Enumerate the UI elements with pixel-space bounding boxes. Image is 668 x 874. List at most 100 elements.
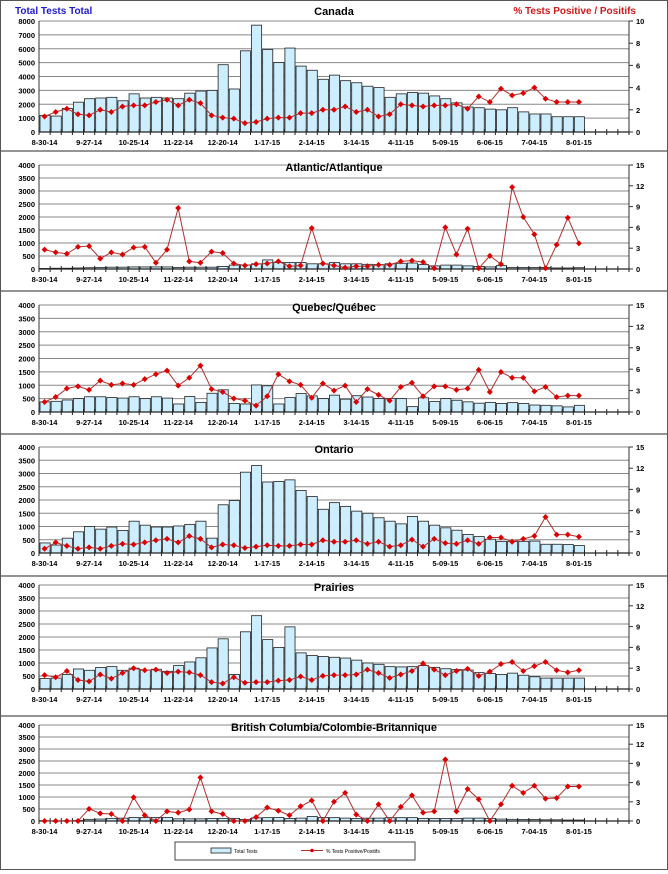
bar: [40, 679, 50, 689]
left-tick-label: 1500: [18, 368, 35, 377]
x-tick-label: 8-30-14: [32, 275, 59, 284]
line-marker: [186, 806, 192, 812]
bar: [196, 402, 206, 412]
line-marker: [309, 798, 315, 804]
line-marker: [64, 818, 70, 824]
line-marker: [453, 251, 459, 257]
x-tick-label: 12-20-14: [208, 827, 239, 836]
line-marker: [576, 667, 582, 673]
left-tick-label: 500: [22, 395, 35, 404]
bar: [252, 616, 262, 689]
line-marker: [42, 247, 48, 253]
right-axis-header: % Tests Positive / Positifs: [513, 6, 636, 17]
bar: [162, 98, 172, 132]
bar: [552, 406, 562, 412]
bar: [574, 405, 584, 412]
bar: [296, 394, 306, 412]
bar: [329, 503, 339, 553]
bar: [307, 655, 317, 689]
line-marker: [142, 376, 148, 382]
bar: [541, 405, 551, 412]
line-marker: [119, 251, 125, 257]
bar: [530, 114, 540, 132]
line-marker: [209, 386, 215, 392]
bar: [541, 114, 551, 132]
line-marker: [442, 383, 448, 389]
bar: [452, 400, 462, 412]
left-tick-label: 8000: [18, 17, 35, 26]
x-tick-label: 10-25-14: [119, 695, 150, 704]
right-tick-label: 10: [636, 17, 644, 26]
bar: [530, 541, 540, 553]
legend-line-label: % Tests Positive/Positifs: [326, 849, 380, 855]
bar: [485, 539, 495, 553]
bar: [62, 400, 72, 412]
x-tick-label: 12-20-14: [208, 559, 239, 568]
line-marker: [197, 774, 203, 780]
x-tick-label: 7-04-15: [521, 418, 547, 427]
line-marker: [543, 514, 549, 520]
bar: [207, 90, 217, 132]
x-tick-label: 5-09-15: [432, 138, 458, 147]
bar: [174, 526, 184, 553]
bar: [541, 544, 551, 553]
bar: [363, 513, 373, 553]
line-marker: [42, 818, 48, 824]
x-tick-label: 8-01-15: [566, 695, 592, 704]
line-marker: [353, 812, 359, 818]
left-tick-label: 0: [31, 685, 35, 694]
left-tick-label: 3500: [18, 456, 35, 465]
line-marker: [142, 244, 148, 250]
bar: [229, 89, 239, 132]
line-marker: [509, 783, 515, 789]
right-tick-label: 6: [636, 365, 640, 374]
bar: [162, 398, 172, 412]
line-marker: [342, 383, 348, 389]
bar: [240, 51, 250, 132]
bar: [519, 675, 529, 689]
right-tick-label: 15: [636, 443, 644, 452]
x-tick-label: 9-27-14: [76, 695, 103, 704]
panel-canada: 0100020003000400050006000700080000246810…: [1, 6, 667, 151]
x-tick-label: 9-27-14: [76, 827, 103, 836]
left-tick-label: 3000: [18, 328, 35, 337]
bar: [274, 63, 284, 132]
bar: [96, 397, 106, 412]
line-marker: [231, 395, 237, 401]
right-tick-label: 6: [636, 61, 640, 70]
right-tick-label: 15: [636, 721, 644, 730]
left-tick-label: 0: [31, 128, 35, 137]
bar: [374, 518, 384, 553]
x-tick-label: 8-01-15: [566, 418, 592, 427]
right-tick-label: 3: [636, 244, 640, 253]
x-tick-label: 4-11-15: [388, 695, 413, 704]
line-marker: [498, 369, 504, 375]
bar: [107, 97, 117, 132]
bar: [285, 398, 295, 412]
bar: [374, 88, 384, 132]
x-tick-label: 3-14-15: [343, 418, 369, 427]
left-tick-label: 3000: [18, 470, 35, 479]
line-marker: [520, 214, 526, 220]
x-tick-label: 8-01-15: [566, 559, 592, 568]
x-tick-label: 11-22-14: [163, 138, 193, 147]
bar: [352, 83, 362, 132]
bar: [407, 516, 417, 553]
right-tick-label: 0: [636, 685, 640, 694]
line-marker: [53, 249, 59, 255]
bar: [574, 117, 584, 132]
bar: [151, 669, 161, 689]
x-tick-label: 4-11-15: [388, 827, 413, 836]
bar: [341, 506, 351, 553]
bar: [563, 117, 573, 132]
x-tick-label: 6-06-15: [477, 138, 503, 147]
x-tick-label: 2-14-15: [299, 418, 325, 427]
bar: [252, 25, 262, 132]
line-marker: [565, 215, 571, 221]
panel-title: British Columbia/Colombie-Britannique: [231, 722, 437, 734]
left-tick-label: 4000: [18, 581, 35, 590]
left-tick-label: 0: [31, 549, 35, 558]
line-marker: [108, 382, 114, 388]
left-tick-label: 2000: [18, 633, 35, 642]
left-tick-label: 500: [22, 252, 35, 261]
